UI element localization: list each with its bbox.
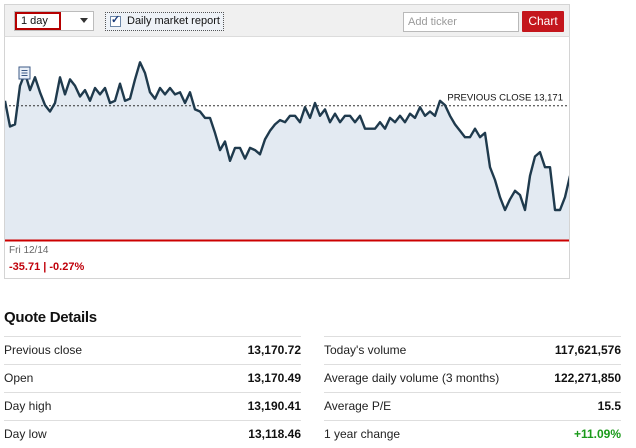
quote-label: 1 year change (324, 427, 401, 441)
add-ticker-input[interactable] (403, 12, 519, 32)
quote-label: Open (4, 371, 34, 385)
quote-row-day-low: Day low 13,118.46 (4, 420, 301, 448)
quote-value-positive: +11.09% (573, 427, 621, 441)
price-area-fill (5, 62, 569, 240)
quote-label: Average P/E (324, 399, 392, 413)
range-select[interactable]: 1 day (14, 11, 94, 31)
quote-table-right: Today's volume 117,621,576 Average daily… (324, 336, 621, 448)
quote-value: 15.5 (597, 399, 621, 413)
quote-row-avg-pe: Average P/E 15.5 (324, 392, 621, 420)
quote-table-left: Previous close 13,170.72 Open 13,170.49 … (4, 336, 301, 448)
chart-button[interactable]: Chart (522, 11, 564, 32)
session-change: -35.71 | -0.27% (9, 261, 85, 273)
quote-row-todays-volume: Today's volume 117,621,576 (324, 336, 621, 364)
report-doc-icon[interactable] (18, 66, 31, 80)
checkmark-icon: ✓ (111, 14, 121, 26)
session-date: Fri 12/14 (9, 245, 49, 256)
quote-value: 13,190.41 (247, 399, 301, 413)
quote-row-open: Open 13,170.49 (4, 364, 301, 392)
quote-row-avg-volume: Average daily volume (3 months) 122,271,… (324, 364, 621, 392)
previous-close-label: PREVIOUS CLOSE 13,171 (447, 93, 563, 104)
range-select-value: 1 day (15, 12, 61, 30)
quote-value: 117,621,576 (554, 343, 621, 357)
quote-value: 13,170.72 (247, 343, 301, 357)
price-line (5, 61, 569, 212)
quote-label: Average daily volume (3 months) (324, 371, 500, 385)
quote-details-title: Quote Details (4, 309, 97, 326)
quote-label: Today's volume (324, 343, 407, 357)
price-chart-svg: PREVIOUS CLOSE 13,171 13,18013,16013,140… (5, 61, 569, 242)
quote-row-previous-close: Previous close 13,170.72 (4, 336, 301, 364)
quote-row-day-high: Day high 13,190.41 (4, 392, 301, 420)
quote-value: 13,118.46 (248, 427, 301, 441)
quote-label: Previous close (4, 343, 83, 357)
daily-report-label: Daily market report (127, 15, 220, 27)
quote-label: Day high (4, 399, 52, 413)
daily-report-checkbox[interactable]: ✓ (110, 14, 121, 27)
quote-value: 13,170.49 (247, 371, 301, 385)
chevron-down-icon[interactable] (80, 18, 88, 23)
chart-toolbar: 1 day ✓ Daily market report Chart (4, 4, 570, 36)
quote-row-1y-change: 1 year change +11.09% (324, 420, 621, 448)
price-chart: PREVIOUS CLOSE 13,171 13,18013,16013,140… (4, 36, 570, 279)
quote-label: Day low (4, 427, 47, 441)
daily-report-toggle[interactable]: ✓ Daily market report (105, 12, 224, 31)
quote-value: 122,271,850 (554, 371, 621, 385)
